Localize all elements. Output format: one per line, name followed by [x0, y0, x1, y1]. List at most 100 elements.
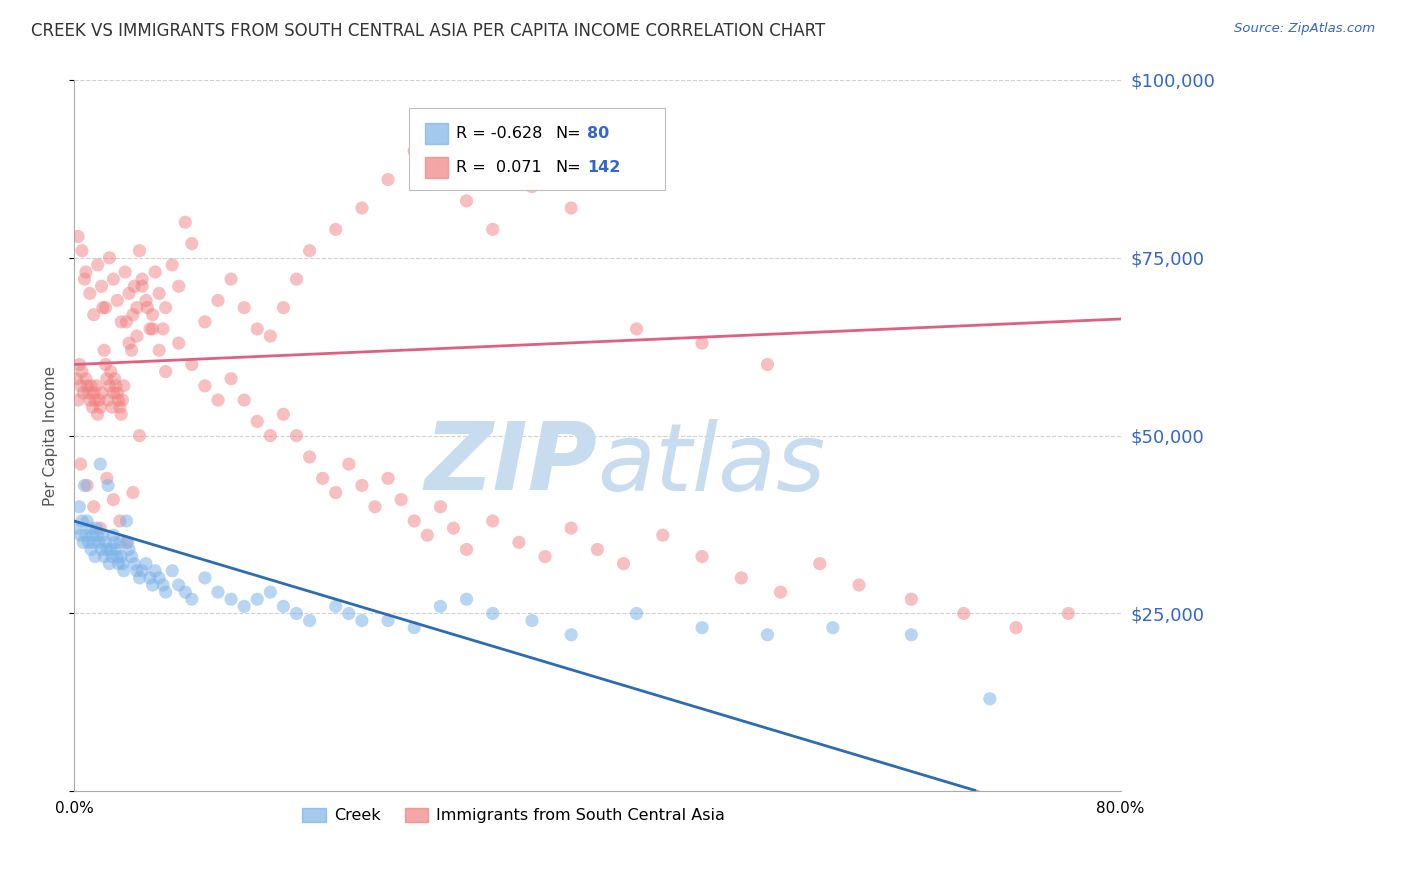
Point [84, 393, 107, 408]
Point [73, 272, 96, 286]
Point [77, 386, 100, 401]
Point [730, 571, 752, 585]
Point [350, 201, 373, 215]
Point [93, 343, 115, 358]
Point [167, 336, 190, 351]
Point [246, 414, 269, 428]
Point [84, 549, 107, 564]
Point [86, 407, 108, 421]
Point [155, 301, 177, 315]
Point [125, 301, 148, 315]
Text: R = -0.628: R = -0.628 [456, 126, 543, 141]
Point [79, 393, 101, 408]
Point [69, 528, 91, 542]
Point [148, 343, 170, 358]
Point [67, 500, 90, 514]
Point [900, 628, 922, 642]
Point [142, 578, 165, 592]
Point [139, 322, 162, 336]
Point [121, 549, 143, 564]
Point [112, 379, 135, 393]
Point [121, 343, 143, 358]
Point [128, 244, 150, 258]
Point [136, 301, 159, 315]
Point [404, 144, 426, 158]
Point [148, 571, 170, 585]
Text: Source: ZipAtlas.com: Source: ZipAtlas.com [1234, 22, 1375, 36]
Point [128, 428, 150, 442]
Point [337, 607, 360, 621]
Point [110, 549, 132, 564]
Point [443, 521, 465, 535]
Point [337, 457, 360, 471]
Point [979, 691, 1001, 706]
Point [152, 322, 174, 336]
Point [103, 528, 125, 542]
Point [115, 535, 138, 549]
Point [481, 514, 503, 528]
Point [429, 500, 451, 514]
Point [80, 542, 103, 557]
Point [115, 514, 138, 528]
Point [91, 528, 114, 542]
Point [70, 514, 93, 528]
Point [86, 528, 108, 542]
Text: CREEK VS IMMIGRANTS FROM SOUTH CENTRAL ASIA PER CAPITA INCOME CORRELATION CHART: CREEK VS IMMIGRANTS FROM SOUTH CENTRAL A… [31, 22, 825, 40]
Point [560, 628, 582, 642]
Point [76, 514, 98, 528]
Point [105, 549, 128, 564]
Point [690, 621, 713, 635]
Point [82, 528, 104, 542]
Point [520, 614, 543, 628]
Point [377, 172, 399, 186]
Point [96, 542, 118, 557]
Point [107, 393, 129, 408]
Point [115, 315, 138, 329]
Point [207, 293, 229, 308]
Point [111, 557, 134, 571]
Point [273, 599, 295, 614]
Point [125, 329, 148, 343]
Point [389, 492, 412, 507]
Point [89, 521, 111, 535]
Point [194, 571, 217, 585]
Text: 80: 80 [586, 126, 609, 141]
Point [96, 372, 118, 386]
Point [77, 535, 100, 549]
Point [110, 407, 132, 421]
Text: 142: 142 [586, 160, 620, 175]
Point [75, 372, 97, 386]
Point [167, 578, 190, 592]
Point [285, 607, 308, 621]
Point [900, 592, 922, 607]
Point [86, 379, 108, 393]
Point [90, 386, 112, 401]
Point [79, 286, 101, 301]
Point [72, 535, 94, 549]
Point [586, 542, 609, 557]
Point [481, 607, 503, 621]
Point [142, 308, 165, 322]
Point [122, 485, 145, 500]
Point [90, 542, 112, 557]
Point [142, 322, 165, 336]
Point [325, 485, 347, 500]
Text: ZIP: ZIP [425, 418, 598, 510]
Point [103, 386, 125, 401]
Point [83, 535, 105, 549]
Point [104, 535, 127, 549]
Point [808, 557, 831, 571]
Point [350, 478, 373, 492]
Point [520, 179, 543, 194]
Point [105, 293, 128, 308]
Point [174, 585, 197, 599]
Point [122, 557, 145, 571]
Point [122, 308, 145, 322]
Point [86, 521, 108, 535]
Point [769, 585, 792, 599]
Point [233, 599, 256, 614]
Point [456, 592, 478, 607]
Point [690, 336, 713, 351]
Point [70, 365, 93, 379]
Point [259, 428, 281, 442]
